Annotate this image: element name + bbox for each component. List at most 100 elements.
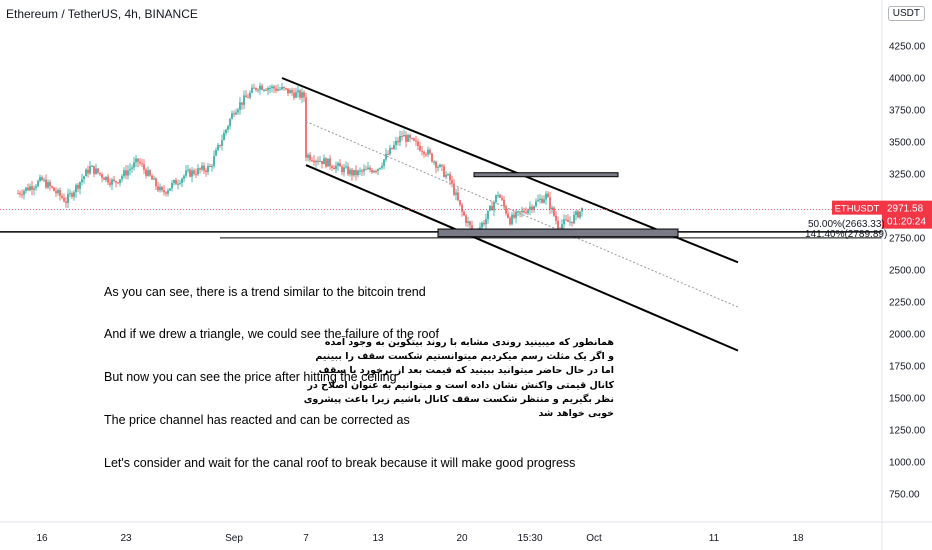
candle-body	[515, 211, 517, 218]
candle-body	[117, 182, 119, 184]
time-tick-label: 20	[456, 533, 468, 544]
candle-body	[437, 166, 439, 168]
persian-note-line: اما در حال حاضر میتوانید ببینید که قیمت …	[318, 365, 614, 377]
english-note: As you can see, there is a trend similar…	[104, 256, 575, 485]
candle-body	[185, 170, 187, 176]
candle-body	[299, 90, 301, 98]
candle-body	[51, 186, 53, 188]
resistance-zone	[473, 172, 619, 178]
candle-body	[195, 173, 197, 175]
candle-body	[77, 184, 79, 189]
candle-body	[341, 166, 343, 173]
candle-body	[73, 192, 75, 197]
candle-body	[521, 210, 523, 213]
candle-body	[17, 193, 19, 195]
candle-body	[37, 180, 39, 187]
candle-body	[93, 165, 95, 174]
price-tick-label: 1250.00	[889, 426, 926, 437]
candle-body	[193, 170, 195, 174]
persian-note: همانطور که میبینید روندی مشابه با روند ب…	[304, 336, 614, 421]
candle-body	[523, 210, 525, 213]
candle-body	[159, 186, 161, 191]
candle-body	[495, 195, 497, 203]
candle-body	[507, 213, 509, 218]
candle-body	[395, 141, 397, 146]
candle-body	[467, 221, 469, 223]
candle-body	[97, 168, 99, 173]
candle-body	[385, 153, 387, 160]
candlestick-series	[17, 82, 583, 239]
candle-body	[257, 89, 259, 91]
candle-body	[417, 141, 419, 147]
candle-body	[357, 170, 359, 176]
currency-selector[interactable]: USDT	[887, 6, 925, 21]
candle-body	[541, 198, 543, 203]
candle-body	[421, 150, 423, 152]
candle-body	[453, 183, 455, 195]
candle-body	[387, 153, 389, 155]
candle-body	[223, 132, 225, 141]
candle-body	[177, 183, 179, 185]
candle-body	[149, 170, 151, 176]
candle-body	[87, 169, 89, 174]
candle-body	[201, 165, 203, 170]
candle-body	[329, 158, 331, 167]
candle-body	[267, 88, 269, 91]
fib-label: 50.00%(2663.33)	[808, 219, 885, 230]
candle-body	[459, 200, 461, 205]
candle-body	[109, 182, 111, 185]
chart-title: Ethereum / TetherUS, 4h, BINANCE	[6, 7, 198, 21]
candle-body	[569, 221, 571, 223]
candle-body	[399, 136, 401, 143]
candle-body	[413, 138, 415, 141]
candle-body	[171, 183, 173, 189]
candle-body	[407, 135, 409, 142]
candle-body	[283, 87, 285, 89]
persian-note-line: و اگر یک مثلث رسم میکردیم میتوانستیم شکس…	[315, 351, 614, 363]
candle-body	[441, 164, 443, 167]
candle-body	[397, 141, 399, 143]
candle-body	[23, 190, 25, 195]
candle-body	[461, 204, 463, 212]
candle-body	[537, 200, 539, 202]
candle-body	[513, 214, 515, 218]
candle-body	[377, 169, 379, 172]
candle-body	[199, 168, 201, 170]
candle-body	[155, 178, 157, 187]
candle-body	[311, 159, 313, 161]
candle-body	[517, 211, 519, 213]
candle-body	[345, 166, 347, 168]
candle-body	[485, 219, 487, 225]
candle-body	[433, 161, 435, 163]
candle-body	[63, 197, 65, 202]
candle-body	[339, 163, 341, 167]
candle-body	[359, 170, 361, 172]
candle-body	[347, 166, 349, 175]
candle-body	[525, 212, 527, 214]
candle-body	[319, 160, 321, 162]
candle-body	[143, 164, 145, 170]
candle-body	[297, 90, 299, 93]
price-tick-label: 3750.00	[889, 106, 926, 117]
candle-body	[125, 170, 127, 176]
candle-body	[503, 199, 505, 207]
candle-body	[363, 169, 365, 172]
candle-body	[271, 86, 273, 88]
price-tick-label: 1500.00	[889, 394, 926, 405]
candle-body	[263, 89, 265, 91]
candle-body	[273, 86, 275, 89]
candle-body	[335, 165, 337, 170]
candle-body	[161, 186, 163, 191]
candle-body	[221, 140, 223, 146]
candle-body	[191, 170, 193, 177]
candle-body	[463, 211, 465, 216]
candle-body	[423, 151, 425, 155]
candle-body	[505, 206, 507, 214]
candle-body	[405, 135, 407, 142]
candle-body	[91, 165, 93, 167]
candle-body	[481, 222, 483, 228]
candle-body	[255, 88, 257, 90]
candle-body	[41, 177, 43, 180]
candle-body	[499, 195, 501, 198]
